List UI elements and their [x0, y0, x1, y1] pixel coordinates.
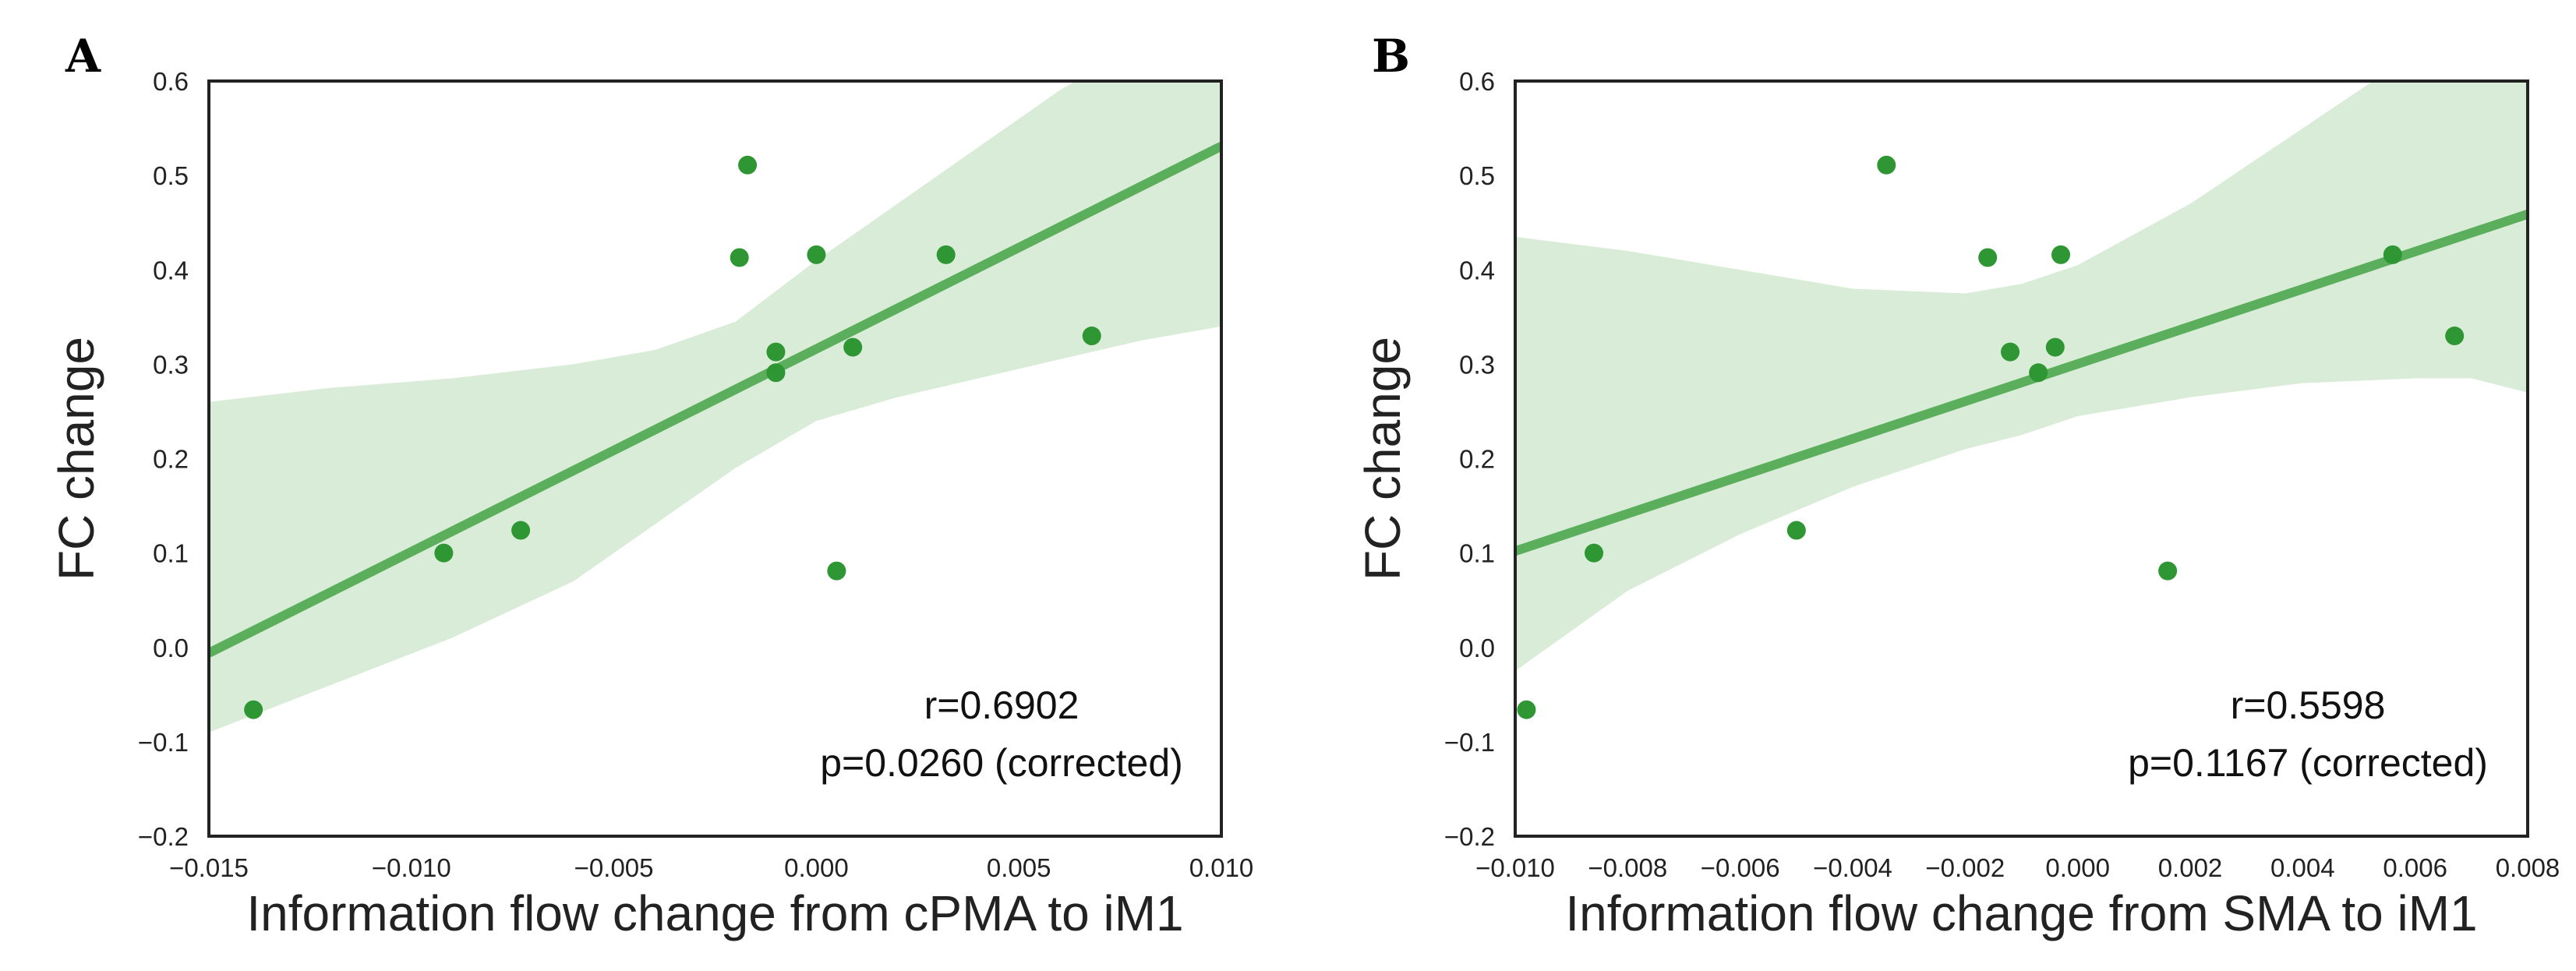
y-tick-label: 0.2	[153, 445, 189, 474]
y-tick-label: −0.1	[1444, 728, 1495, 757]
data-point	[1978, 248, 1998, 267]
p-value-annotation: p=0.1167 (corrected)	[2128, 741, 2488, 785]
y-axis-label: FC change	[1355, 337, 1411, 581]
y-tick-label: 0.2	[1459, 445, 1495, 474]
regression-line	[209, 142, 1221, 658]
correlation-annotation: r=0.6902	[924, 683, 1080, 727]
chart-panel-b: −0.010 −0.008 −0.006 −0.004 −0.002 0.000 0.002…	[1355, 30, 2560, 941]
x-tick-label: 0.004	[2270, 853, 2335, 882]
plot-area-b	[1515, 81, 2528, 719]
data-point	[1082, 327, 1101, 346]
x-tick-label: 0.000	[784, 853, 849, 882]
data-point	[1786, 521, 1806, 540]
data-point	[2383, 245, 2402, 264]
data-point	[511, 521, 531, 540]
data-point	[434, 543, 454, 563]
x-tick-label: −0.010	[1475, 853, 1555, 882]
y-tick-label: 0.0	[1459, 634, 1495, 662]
p-value-annotation: p=0.0260 (corrected)	[820, 741, 1183, 785]
data-point	[827, 561, 846, 581]
panel-letter: B	[1372, 30, 1410, 83]
x-tick-label: 0.002	[2158, 853, 2223, 882]
x-tick-label: −0.008	[1588, 853, 1667, 882]
y-tick-label: 0.4	[153, 256, 189, 284]
data-point	[936, 245, 956, 264]
x-tick-label: 0.005	[987, 853, 1051, 882]
axes-frame	[1514, 79, 2529, 838]
data-point	[2445, 327, 2465, 346]
data-point	[738, 155, 758, 175]
data-point	[2051, 245, 2071, 264]
data-point	[766, 363, 786, 383]
x-tick-label: −0.006	[1701, 853, 1780, 882]
x-tick-label: −0.004	[1813, 853, 1892, 882]
y-tick-label: 0.1	[153, 539, 189, 568]
data-point	[766, 342, 786, 362]
y-tick-label: 0.0	[153, 634, 189, 662]
x-tick-label: −0.010	[372, 853, 451, 882]
axes-frame	[207, 79, 1223, 838]
y-tick-label: 0.5	[153, 161, 189, 190]
data-point	[2045, 337, 2065, 357]
data-point	[244, 700, 263, 719]
x-tick-label: 0.000	[2045, 853, 2110, 882]
y-tick-label: 0.1	[1459, 539, 1495, 568]
confidence-band	[1515, 81, 2528, 671]
correlation-annotation: r=0.5598	[2231, 683, 2386, 727]
data-point	[807, 245, 826, 264]
data-point	[843, 337, 863, 357]
chart-panel-a: −0.015 −0.010 −0.005 0.000 0.005 0.010 −0.2 −0.…	[48, 30, 1254, 941]
data-point	[2158, 561, 2178, 581]
y-tick-label: 0.5	[1459, 161, 1495, 190]
y-tick-label: 0.6	[153, 67, 189, 96]
x-tick-label: −0.005	[574, 853, 654, 882]
x-tick-label: 0.008	[2496, 853, 2560, 882]
y-tick-label: −0.2	[138, 822, 189, 851]
x-tick-label: −0.015	[169, 853, 249, 882]
confidence-band	[209, 81, 1221, 733]
data-point	[2001, 342, 2020, 362]
y-tick-label: 0.3	[1459, 350, 1495, 379]
data-point	[1585, 543, 1604, 563]
y-axis-label: FC change	[48, 337, 104, 581]
x-axis-label: Information flow change from SMA to iM1	[1565, 885, 2477, 941]
x-tick-label: 0.010	[1189, 853, 1254, 882]
x-axis-label: Information flow change from cPMA to iM1	[246, 885, 1183, 941]
plot-area-a	[209, 81, 1221, 733]
data-point	[2029, 363, 2048, 383]
data-point	[1517, 700, 1536, 719]
y-tick-label: 0.6	[1459, 67, 1495, 96]
y-tick-label: −0.1	[138, 728, 189, 757]
data-point	[1877, 155, 1896, 175]
panel-letter: A	[65, 30, 101, 83]
x-tick-label: 0.006	[2383, 853, 2447, 882]
x-tick-label: −0.002	[1925, 853, 2005, 882]
data-point	[730, 248, 749, 267]
y-tick-label: −0.2	[1444, 822, 1495, 851]
regression-line	[1515, 210, 2528, 556]
y-tick-label: 0.3	[153, 350, 189, 379]
y-tick-label: 0.4	[1459, 256, 1495, 284]
